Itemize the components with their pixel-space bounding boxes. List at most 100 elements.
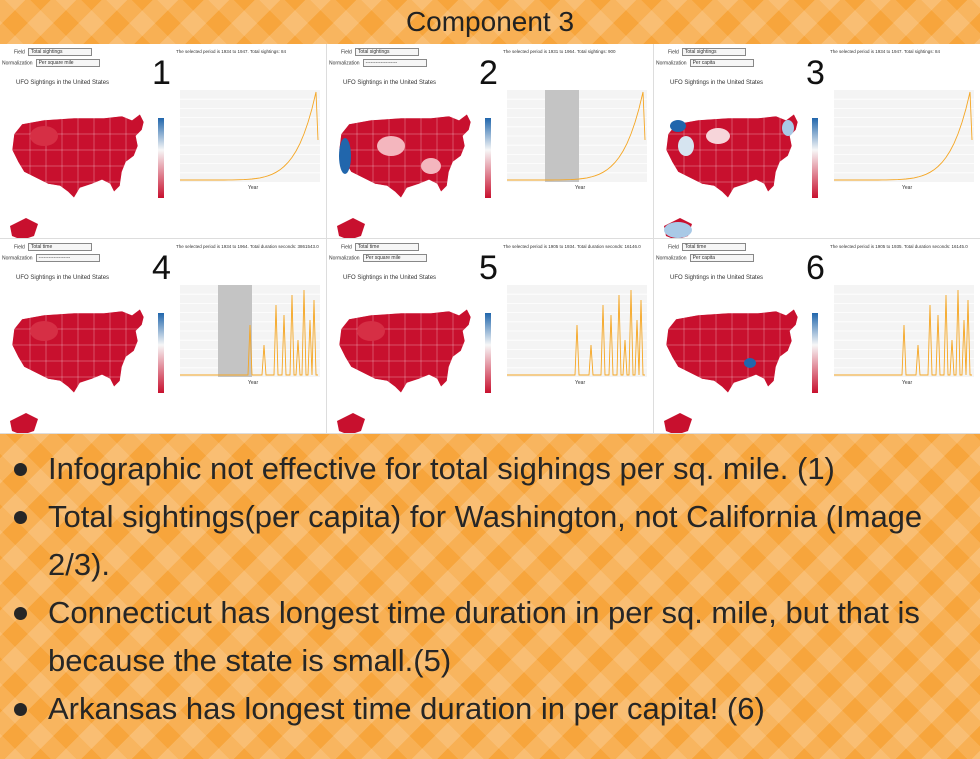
light-alaska (664, 222, 692, 238)
period-text: The selected period is 1931 to 1964. Tot… (503, 49, 616, 54)
sightings-line (834, 91, 973, 181)
us-map[interactable] (331, 106, 481, 239)
period-text: The selected period is 1934 to 1947. Tot… (176, 49, 286, 54)
washington-state (670, 120, 686, 132)
shade-states (357, 321, 385, 341)
panel-number: 5 (479, 249, 498, 287)
finding-item: Total sightings(per capita) for Washingt… (14, 493, 964, 589)
field-select[interactable]: Total sightings (681, 48, 746, 56)
timeline-chart[interactable] (507, 285, 647, 431)
map-container (331, 301, 481, 434)
light-states (421, 158, 441, 174)
bullet-icon (14, 463, 27, 476)
color-legend (485, 313, 491, 393)
field-select[interactable]: Total time (27, 243, 92, 251)
normalization-select[interactable]: Per capita (689, 59, 754, 67)
timeline-chart[interactable] (180, 90, 320, 236)
field-control: Field Total time (668, 243, 746, 251)
x-axis-label: Year (575, 380, 586, 386)
map-container (331, 106, 481, 239)
panel-3: Field Total sightings Normalization Per cap… (654, 44, 980, 239)
period-text: The selected period is 1905 to 1935. Tot… (830, 244, 968, 249)
map-title: UFO Sightings in the United States (343, 275, 437, 281)
light-states (678, 136, 694, 156)
screenshot-grid: Field Total sightings Normalization Per squ… (0, 44, 980, 434)
field-label: Field (14, 244, 25, 251)
selection-brush (218, 285, 252, 377)
normalization-select[interactable]: ------------------- (35, 254, 100, 262)
x-axis-label: Year (575, 185, 586, 191)
map-alaska (10, 218, 38, 238)
color-legend (812, 313, 818, 393)
normalization-select[interactable]: Per square mile (362, 254, 427, 262)
shade-states (30, 321, 58, 341)
normalization-control: Normalization ------------------- (2, 254, 100, 262)
us-map[interactable] (658, 301, 808, 434)
normalization-label: Normalization (329, 60, 360, 67)
normalization-label: Normalization (2, 255, 33, 262)
timeline-chart[interactable] (507, 90, 647, 236)
panel-2: Field Total sightings Normalization -------… (327, 44, 654, 239)
normalization-control: Normalization Per square mile (2, 59, 100, 67)
map-alaska (337, 413, 365, 433)
panel-6: Field Total time Normalization Per capita Th… (654, 239, 980, 434)
color-legend (158, 118, 164, 198)
page-title: Component 3 (405, 6, 575, 37)
normalization-label: Normalization (656, 255, 687, 262)
normalization-label: Normalization (329, 255, 360, 262)
panel-number: 6 (806, 249, 825, 287)
arkansas-state (744, 358, 756, 368)
timeline-chart[interactable] (180, 285, 320, 431)
field-control: Field Total time (341, 243, 419, 251)
x-axis-label: Year (248, 380, 259, 386)
bullet-icon (14, 703, 27, 716)
color-legend (485, 118, 491, 198)
panel-number: 2 (479, 54, 498, 92)
normalization-select[interactable]: ------------------- (362, 59, 427, 67)
map-title: UFO Sightings in the United States (670, 80, 764, 86)
field-select[interactable]: Total time (354, 243, 419, 251)
findings-list: Infographic not effective for total sigh… (14, 445, 964, 733)
us-map[interactable] (4, 106, 154, 239)
map-title: UFO Sightings in the United States (670, 275, 764, 281)
chart-container (507, 285, 647, 431)
bullet-icon (14, 511, 27, 524)
normalization-select[interactable]: Per capita (689, 254, 754, 262)
finding-item: Infographic not effective for total sigh… (14, 445, 964, 493)
light-states (782, 120, 794, 136)
sightings-line (834, 289, 972, 376)
field-label: Field (341, 244, 352, 251)
field-control: Field Total sightings (14, 48, 92, 56)
period-text: The selected period is 1934 to 1947. Tot… (830, 49, 940, 54)
field-label: Field (341, 49, 352, 56)
panel-4: Field Total time Normalization ------------… (0, 239, 327, 434)
field-label: Field (14, 49, 25, 56)
normalization-control: Normalization ------------------- (329, 59, 427, 67)
field-select[interactable]: Total sightings (354, 48, 419, 56)
timeline-chart[interactable] (834, 285, 974, 431)
shade-states (30, 126, 58, 146)
field-select[interactable]: Total time (681, 243, 746, 251)
field-label: Field (668, 244, 679, 251)
normalization-control: Normalization Per capita (656, 59, 754, 67)
normalization-label: Normalization (656, 60, 687, 67)
period-text: The selected period is 1934 to 1964. Tot… (176, 244, 319, 249)
panel-number: 1 (152, 54, 171, 92)
field-label: Field (668, 49, 679, 56)
map-container (4, 106, 154, 239)
period-text: The selected period is 1905 to 1934. Tot… (503, 244, 641, 249)
normalization-control: Normalization Per square mile (329, 254, 427, 262)
chart-container (180, 285, 320, 431)
map-container (4, 301, 154, 434)
field-select[interactable]: Total sightings (27, 48, 92, 56)
normalization-control: Normalization Per capita (656, 254, 754, 262)
us-map[interactable] (331, 301, 481, 434)
x-axis-label: Year (902, 185, 913, 191)
us-map[interactable] (4, 301, 154, 434)
map-container (658, 106, 808, 239)
sightings-line (180, 289, 318, 376)
map-container (658, 301, 808, 434)
us-map[interactable] (658, 106, 808, 239)
normalization-select[interactable]: Per square mile (35, 59, 100, 67)
timeline-chart[interactable] (834, 90, 974, 236)
